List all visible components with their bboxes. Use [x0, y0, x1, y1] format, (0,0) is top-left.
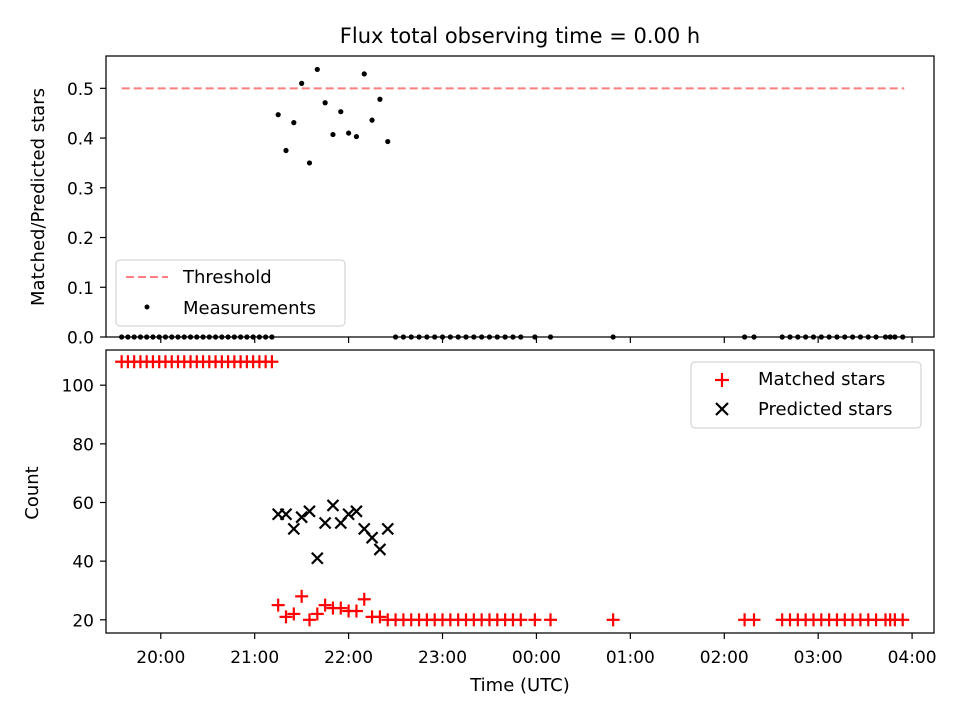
- legend-threshold-label: Threshold: [182, 267, 272, 288]
- predicted-stars-point: [365, 531, 379, 544]
- predicted-stars-point: [381, 522, 395, 536]
- matched-stars-point: [349, 604, 363, 618]
- measurements-point: [353, 133, 360, 140]
- chart-title: Flux total observing time = 0.00 h: [340, 24, 700, 48]
- matched-stars-point: [528, 613, 542, 627]
- matched-stars-point: [318, 598, 332, 612]
- y-tick-label: 80: [72, 435, 94, 455]
- measurements-point: [291, 120, 297, 126]
- y-tick-label: 60: [72, 494, 94, 514]
- measurements-point: [283, 147, 289, 154]
- matched-stars-point: [287, 607, 301, 621]
- count-panel: 20 40 60 80 100 20:00 21:00 22:00 23:00 00:00 01:…: [22, 349, 937, 696]
- y-tick-label: 0.2: [67, 229, 94, 249]
- predicted-stars-point: [279, 507, 293, 521]
- y-tick-label: 0.1: [67, 279, 94, 299]
- measurements-point: [361, 71, 367, 77]
- count-marks: [115, 355, 910, 627]
- matched-stars-point: [271, 598, 285, 612]
- measurements-point: [275, 112, 281, 118]
- x-tick-label: 20:00: [136, 648, 185, 668]
- measurements-point: [314, 66, 320, 73]
- matched-stars-point: [265, 355, 279, 369]
- ratio-legend: Threshold Measurements: [115, 259, 346, 327]
- ratio-legend-box: [115, 259, 346, 327]
- y-tick-label: 40: [72, 553, 94, 573]
- matched-stars-point: [747, 613, 761, 627]
- ratio-axes-frame: [105, 55, 935, 338]
- predicted-stars-point: [342, 507, 355, 521]
- ratio-panel: 0.0 0.1 0.2 0.3 0.4 0.5 Matched/Predicted sta…: [28, 55, 935, 349]
- measurements-point: [377, 96, 383, 102]
- y-tick-label: 0.5: [67, 80, 94, 100]
- matched-stars-point: [514, 613, 528, 627]
- count-axes-frame: [105, 349, 935, 634]
- predicted-stars-point: [287, 522, 301, 536]
- x-tick-label: 02:00: [700, 648, 749, 668]
- matched-stars-point: [295, 589, 309, 603]
- matched-stars-point: [310, 607, 324, 621]
- count-legend: Matched stars Predicted stars: [690, 361, 922, 429]
- predicted-stars-point: [295, 510, 308, 524]
- legend-measurements-swatch: [144, 304, 150, 310]
- measurements-point: [306, 160, 313, 166]
- measurements-point: [385, 138, 391, 145]
- matched-stars-point: [334, 601, 348, 615]
- x-tick-label: 04:00: [888, 648, 937, 668]
- legend-matched-swatch: [715, 373, 729, 387]
- matched-stars-point: [896, 613, 910, 627]
- matched-stars-point: [302, 613, 316, 627]
- legend-matched-label: Matched stars: [758, 369, 885, 390]
- ratio-y-axis-label: Matched/Predicted stars: [28, 88, 49, 306]
- y-tick-label: 0.3: [67, 179, 94, 199]
- predicted-stars-point: [311, 551, 324, 565]
- predicted-stars-point: [350, 505, 363, 518]
- y-tick-label: 0.4: [67, 130, 94, 150]
- measurements-point: [346, 130, 352, 136]
- x-tick-label: 21:00: [230, 648, 279, 668]
- x-tick-label: 03:00: [794, 648, 843, 668]
- measurements-point: [322, 100, 328, 106]
- measurements-point: [369, 117, 375, 123]
- predicted-stars-point: [326, 499, 340, 512]
- x-axis-label: Time (UTC): [469, 675, 570, 696]
- matched-stars-point: [544, 613, 558, 627]
- predicted-stars-point: [318, 516, 332, 530]
- matched-stars-point: [279, 610, 293, 624]
- x-tick-label: 01:00: [606, 648, 655, 668]
- x-tick-label: 22:00: [324, 648, 373, 668]
- legend-measurements-label: Measurements: [183, 298, 316, 319]
- measurements-point: [330, 131, 336, 138]
- count-legend-box: [690, 361, 922, 429]
- legend-predicted-swatch: [715, 402, 729, 416]
- x-tick-label: 00:00: [512, 648, 561, 668]
- ratio-y-axis: 0.0 0.1 0.2 0.3 0.4 0.5: [67, 80, 106, 349]
- count-y-axis-label: Count: [22, 466, 43, 519]
- y-tick-label: 20: [72, 611, 94, 631]
- x-tick-label: 23:00: [418, 648, 467, 668]
- matched-stars-point: [606, 613, 620, 627]
- matched-stars-point: [357, 592, 371, 606]
- count-x-axis: 20:00 21:00 22:00 23:00 00:00 01:00 02:00 03:00…: [136, 633, 937, 668]
- matched-stars-point: [373, 610, 387, 624]
- measurements-point: [338, 109, 344, 115]
- predicted-stars-point: [303, 505, 316, 518]
- ratio-x-ticks: [160, 337, 913, 343]
- predicted-stars-point: [373, 543, 387, 556]
- y-tick-label: 100: [62, 377, 94, 397]
- legend-predicted-label: Predicted stars: [758, 399, 892, 420]
- count-y-axis: 20 40 60 80 100: [62, 377, 106, 631]
- measurements-point: [299, 80, 305, 86]
- y-tick-label: 0.0: [67, 329, 94, 349]
